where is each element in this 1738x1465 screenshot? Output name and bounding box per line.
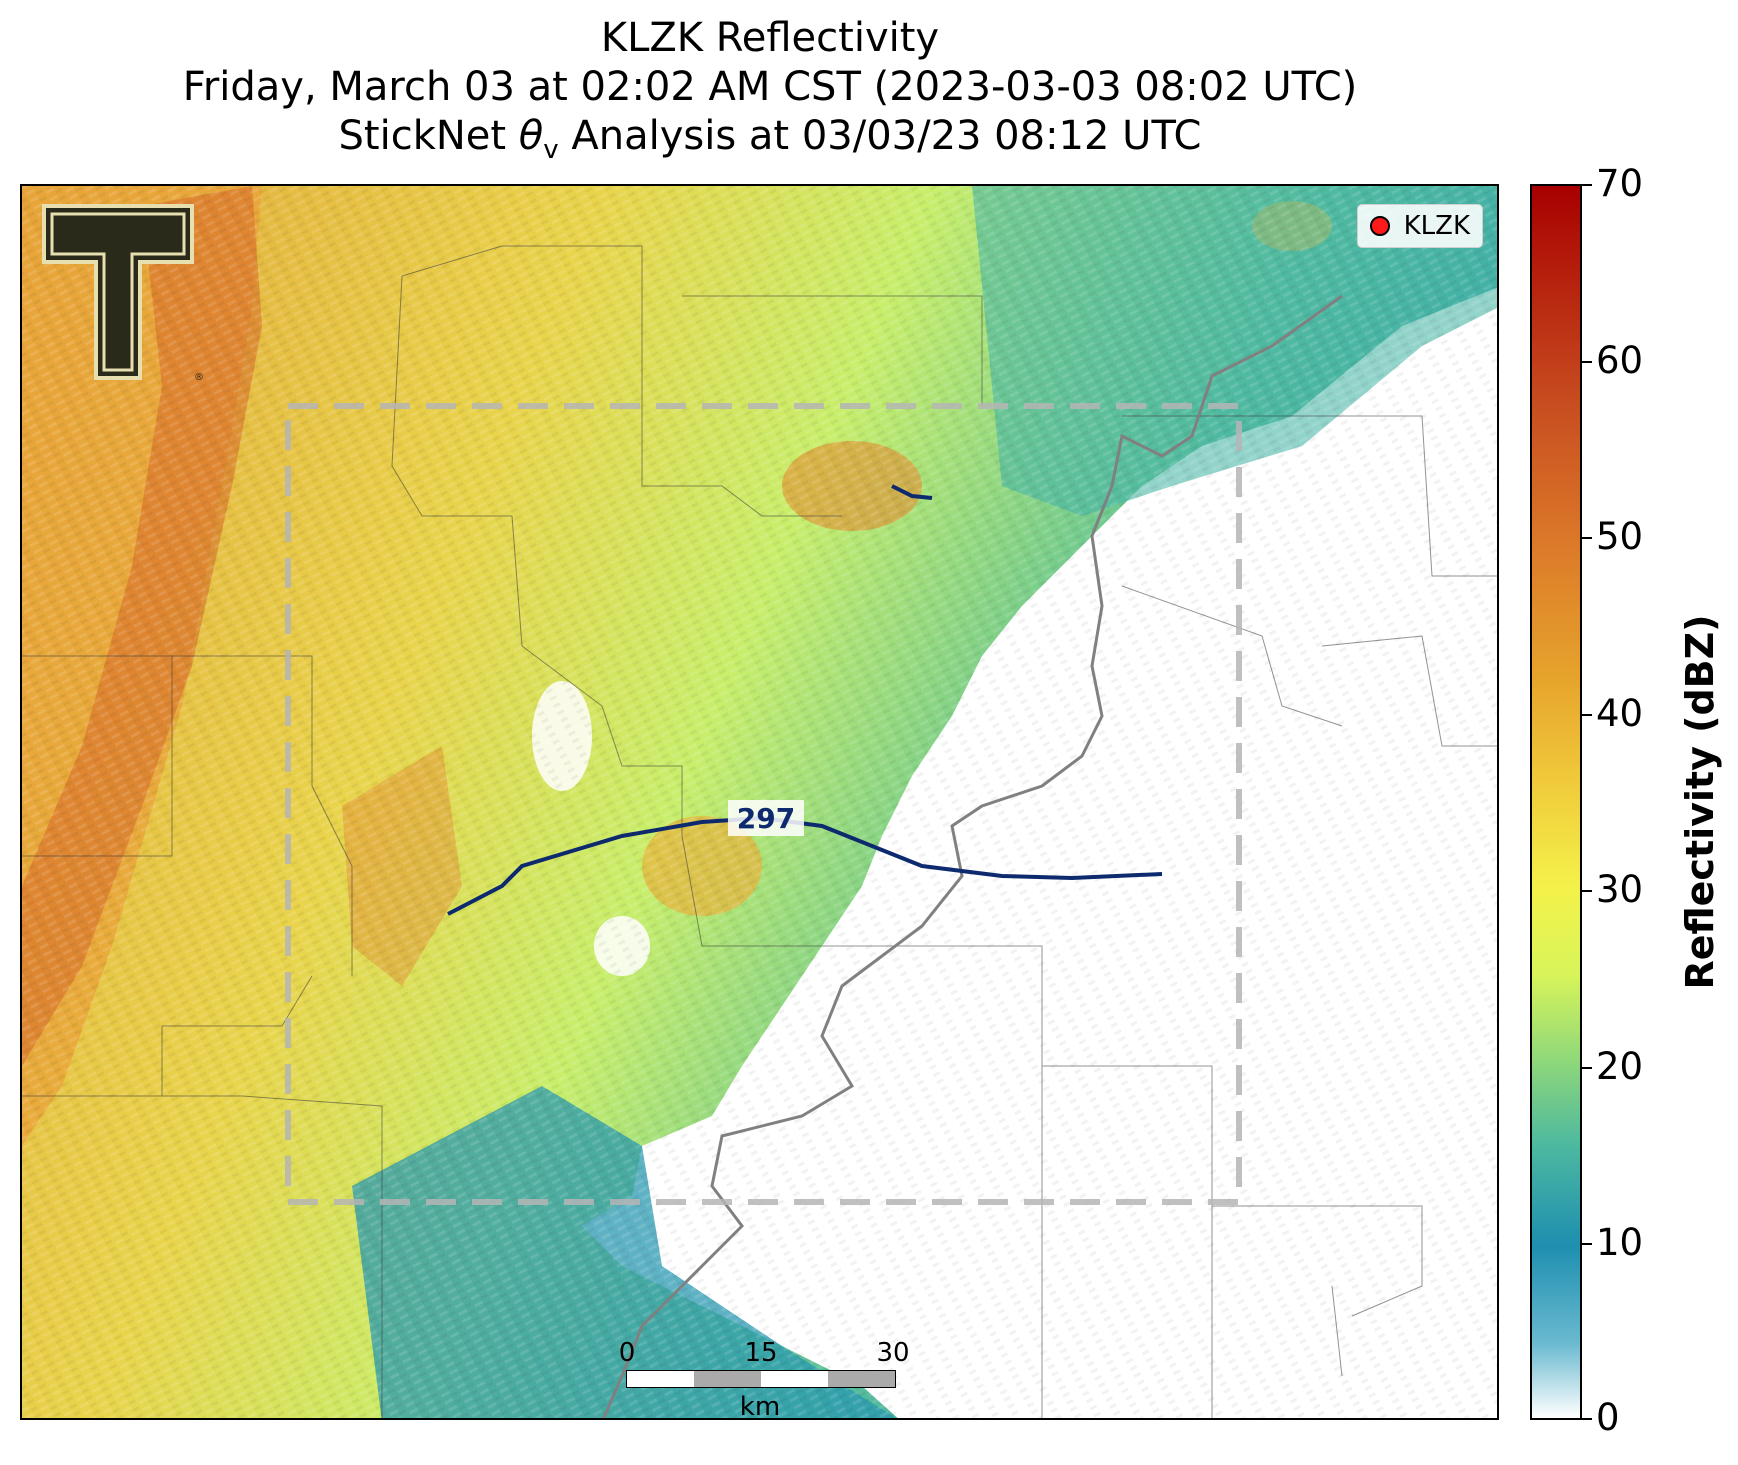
scalebar-label: 0	[618, 1338, 636, 1368]
colorbar-tick	[1582, 890, 1592, 892]
state-border	[602, 294, 1343, 1418]
theta-subscript: v	[543, 135, 559, 165]
colorbar-tick	[1582, 1418, 1592, 1420]
map-svg: 297 ®	[22, 186, 1497, 1418]
colorbar-tick-label: 50	[1596, 515, 1644, 558]
scalebar-segment	[627, 1371, 694, 1387]
contour-label: 297	[737, 802, 795, 835]
colorbar-tick	[1582, 714, 1592, 716]
scalebar-segment	[694, 1371, 761, 1387]
scalebar-unit: km	[739, 1392, 781, 1422]
title-line-1: KLZK Reflectivity	[600, 15, 940, 61]
title-line-2: Friday, March 03 at 02:02 AM CST (2023-0…	[182, 64, 1358, 110]
colorbar-tick-label: 70	[1596, 162, 1644, 205]
colorbar-tick	[1582, 184, 1592, 186]
scalebar-label: 15	[744, 1338, 778, 1368]
colorbar	[1530, 184, 1582, 1420]
scalebar-segment	[761, 1371, 828, 1387]
title-line-3: StickNet θv Analysis at 03/03/23 08:12 U…	[20, 112, 1520, 175]
colorbar-tick-label: 20	[1596, 1045, 1644, 1088]
radar-map[interactable]: 297 ® KLZK	[20, 184, 1499, 1420]
chart-title: KLZK Reflectivity Friday, March 03 at 02…	[20, 14, 1520, 175]
county-borders	[22, 245, 1497, 1418]
colorbar-tick-label: 30	[1596, 868, 1644, 911]
colorbar-tick-label: 60	[1596, 339, 1644, 382]
scalebar	[626, 1370, 896, 1388]
colorbar-tick	[1582, 361, 1592, 363]
legend-label: KLZK	[1403, 211, 1470, 241]
colorbar-tick	[1582, 1067, 1592, 1069]
colorbar-tick-label: 10	[1596, 1221, 1644, 1264]
colorbar-tick	[1582, 537, 1592, 539]
theta-v-contour-small	[891, 484, 933, 500]
title-line-3-prefix: StickNet	[338, 113, 519, 159]
colorbar-tick	[1582, 1243, 1592, 1245]
svg-text:®: ®	[194, 372, 204, 383]
colorbar-title: Reflectivity (dBZ)	[1678, 614, 1722, 990]
scalebar-segment	[828, 1371, 895, 1387]
title-line-3-suffix: Analysis at 03/03/23 08:12 UTC	[558, 113, 1202, 159]
reflectivity-field	[22, 186, 1497, 1418]
colorbar-tick-label: 40	[1596, 692, 1644, 735]
theta-symbol: θ	[518, 113, 544, 159]
scalebar-label: 30	[876, 1338, 910, 1368]
radar-site-marker-icon	[1369, 216, 1390, 236]
analysis-domain-box	[285, 403, 1242, 1205]
colorbar-tick-label: 0	[1596, 1396, 1620, 1439]
map-legend: KLZK	[1356, 204, 1483, 248]
contour-label-bg	[728, 800, 804, 836]
texas-tech-logo: ®	[42, 204, 204, 383]
